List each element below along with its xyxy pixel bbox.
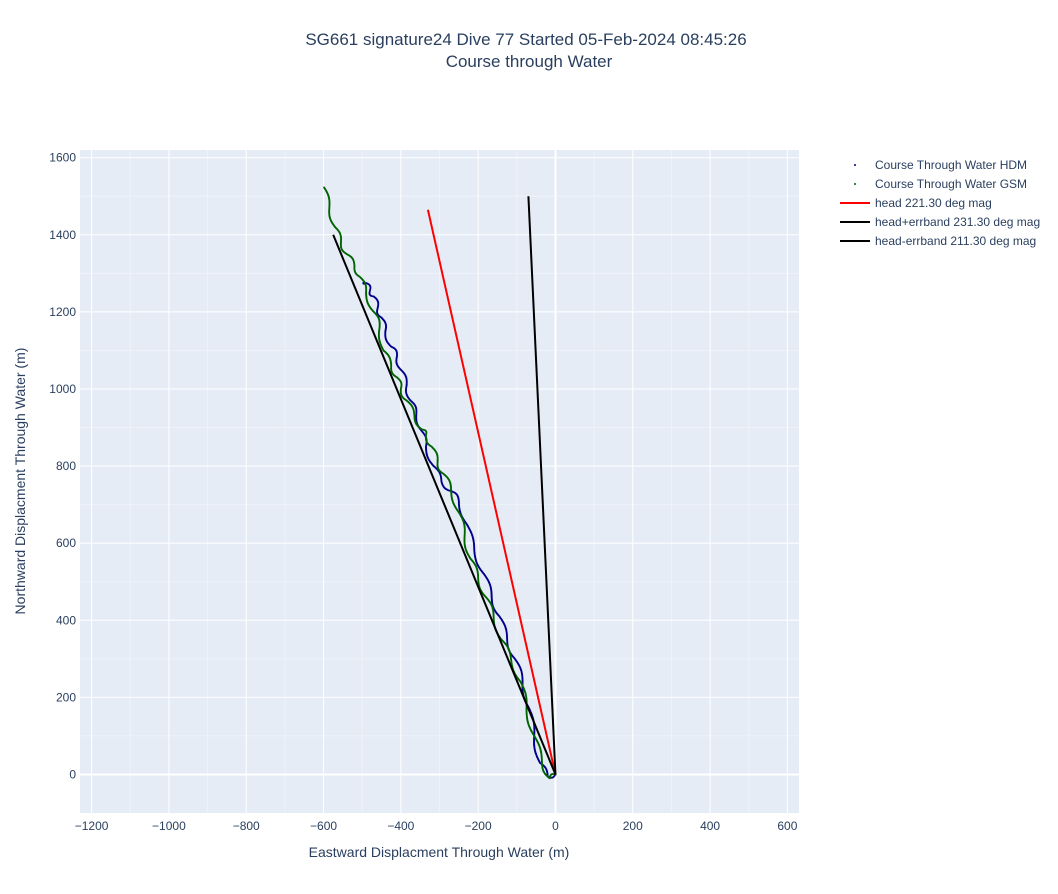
x-tick-label: 0 bbox=[552, 819, 559, 833]
series-line bbox=[426, 209, 557, 775]
legend-label: head+errband 231.30 deg mag bbox=[875, 215, 1040, 229]
series-4 bbox=[527, 196, 557, 775]
legend-marker bbox=[854, 164, 856, 166]
data-point bbox=[323, 186, 326, 189]
x-tick-label: −200 bbox=[465, 819, 492, 833]
legend-marker bbox=[854, 183, 856, 185]
legend-label: head-errband 211.30 deg mag bbox=[875, 234, 1036, 248]
legend-item[interactable]: head+errband 231.30 deg mag bbox=[840, 215, 1040, 229]
chart-title: SG661 signature24 Dive 77 Started 05-Feb… bbox=[305, 30, 746, 49]
legend-item[interactable]: head 221.30 deg mag bbox=[840, 196, 992, 210]
y-tick-label: 600 bbox=[56, 536, 76, 550]
legend-item[interactable]: head-errband 211.30 deg mag bbox=[840, 234, 1036, 248]
legend-label: Course Through Water GSM bbox=[875, 177, 1027, 191]
series-line bbox=[527, 196, 557, 775]
y-tick-label: 0 bbox=[69, 767, 76, 781]
x-tick-label: −800 bbox=[233, 819, 260, 833]
series-2 bbox=[426, 209, 557, 775]
y-tick-label: 800 bbox=[56, 459, 76, 473]
chart-subtitle: Course through Water bbox=[446, 52, 613, 71]
y-tick-label: 1600 bbox=[49, 151, 76, 165]
series-3 bbox=[332, 234, 557, 775]
legend[interactable]: Course Through Water HDM Course Through W… bbox=[840, 158, 1040, 248]
x-tick-label: −1000 bbox=[152, 819, 186, 833]
series-layer bbox=[323, 186, 557, 780]
x-tick-label: −600 bbox=[310, 819, 337, 833]
legend-label: Course Through Water HDM bbox=[875, 158, 1027, 172]
legend-label: head 221.30 deg mag bbox=[875, 196, 992, 210]
y-tick-label: 1400 bbox=[49, 228, 76, 242]
x-tick-label: 600 bbox=[777, 819, 797, 833]
x-tick-label: −400 bbox=[387, 819, 414, 833]
grid bbox=[80, 150, 799, 813]
y-tick-label: 200 bbox=[56, 690, 76, 704]
y-axis-label: Northward Displacment Through Water (m) bbox=[12, 348, 28, 615]
x-tick-label: 200 bbox=[623, 819, 643, 833]
x-tick-label: 400 bbox=[700, 819, 720, 833]
y-tick-label: 400 bbox=[56, 613, 76, 627]
legend-item[interactable]: Course Through Water HDM bbox=[854, 158, 1027, 172]
y-tick-label: 1200 bbox=[49, 305, 76, 319]
y-tick-label: 1000 bbox=[49, 382, 76, 396]
x-axis-label: Eastward Displacment Through Water (m) bbox=[309, 844, 570, 860]
legend-item[interactable]: Course Through Water GSM bbox=[854, 177, 1027, 191]
tick-labels: −1200 −1000 −800 −600 −400 −200 0 200 400 600 0 200… bbox=[49, 151, 797, 833]
series-line bbox=[332, 234, 557, 775]
x-tick-label: −1200 bbox=[75, 819, 109, 833]
